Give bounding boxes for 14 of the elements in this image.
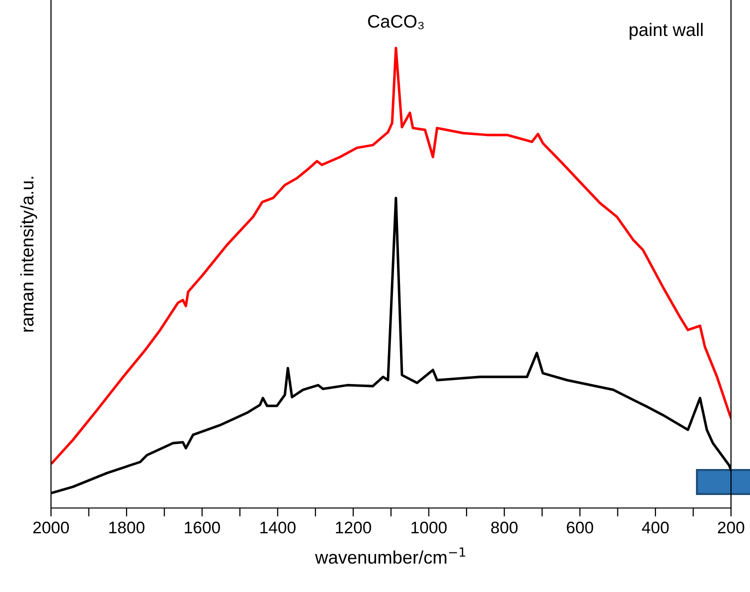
x-tick-label: 400 (642, 522, 669, 534)
x-tick-label: 800 (491, 522, 518, 534)
x-tick-label: 1200 (336, 522, 372, 534)
x-tick-label: 1800 (109, 522, 144, 534)
x-tick-label: 200 (718, 522, 744, 534)
x-axis-title: wavenumber/cm$^{−1}$ (315, 547, 466, 564)
x-tick-label: 1600 (184, 522, 220, 534)
x-tick-label: 1000 (412, 522, 447, 534)
x-tick-label: 600 (566, 522, 594, 534)
x-tick-label: 2000 (33, 522, 69, 534)
text: paint wall (630, 22, 703, 40)
y-axis-title: raman intensity/a.u. (20, 176, 38, 332)
annotation: CaCO₃ (368, 14, 424, 30)
x-tick-label: 1400 (260, 522, 296, 534)
